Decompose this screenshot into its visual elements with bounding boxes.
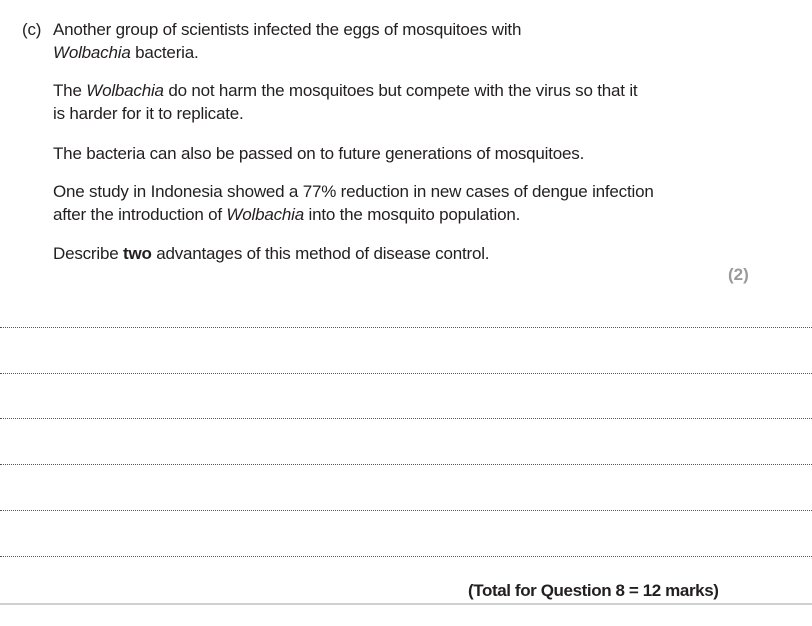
wolbachia-term: Wolbachia <box>86 81 164 100</box>
answer-line[interactable] <box>0 373 812 374</box>
paragraph-1-line-1: The Wolbachia do not harm the mosquitoes… <box>53 79 638 102</box>
p3-rest: into the mosquito population. <box>304 205 521 224</box>
divider <box>0 603 812 605</box>
marks-indicator: (2) <box>728 265 749 284</box>
paragraph-3-line-2: after the introduction of Wolbachia into… <box>53 203 520 226</box>
answer-line[interactable] <box>0 418 812 419</box>
p3-pre: after the introduction of <box>53 205 227 224</box>
intro-line-2-rest: bacteria. <box>130 43 199 62</box>
p1-pre: The <box>53 81 87 100</box>
paragraph-1-line-2: is harder for it to replicate. <box>53 104 244 123</box>
paragraph-2: The bacteria can also be passed on to fu… <box>53 144 585 163</box>
task-bold: two <box>123 244 152 263</box>
wolbachia-term: Wolbachia <box>53 43 131 62</box>
intro-line-2: Wolbachia bacteria. <box>53 41 199 64</box>
task-instruction: Describe two advantages of this method o… <box>53 242 490 265</box>
intro-line-1: Another group of scientists infected the… <box>53 20 522 39</box>
task-rest: advantages of this method of disease con… <box>151 244 490 263</box>
task-pre: Describe <box>53 244 124 263</box>
p1-rest: do not harm the mosquitoes but compete w… <box>163 81 638 100</box>
answer-line[interactable] <box>0 464 812 465</box>
answer-line[interactable] <box>0 510 812 511</box>
question-total: (Total for Question 8 = 12 marks) <box>468 581 719 600</box>
wolbachia-term: Wolbachia <box>226 205 304 224</box>
paragraph-3-line-1: One study in Indonesia showed a 77% redu… <box>53 182 654 201</box>
part-label: (c) <box>22 20 42 39</box>
answer-line[interactable] <box>0 327 812 328</box>
answer-line[interactable] <box>0 556 812 557</box>
